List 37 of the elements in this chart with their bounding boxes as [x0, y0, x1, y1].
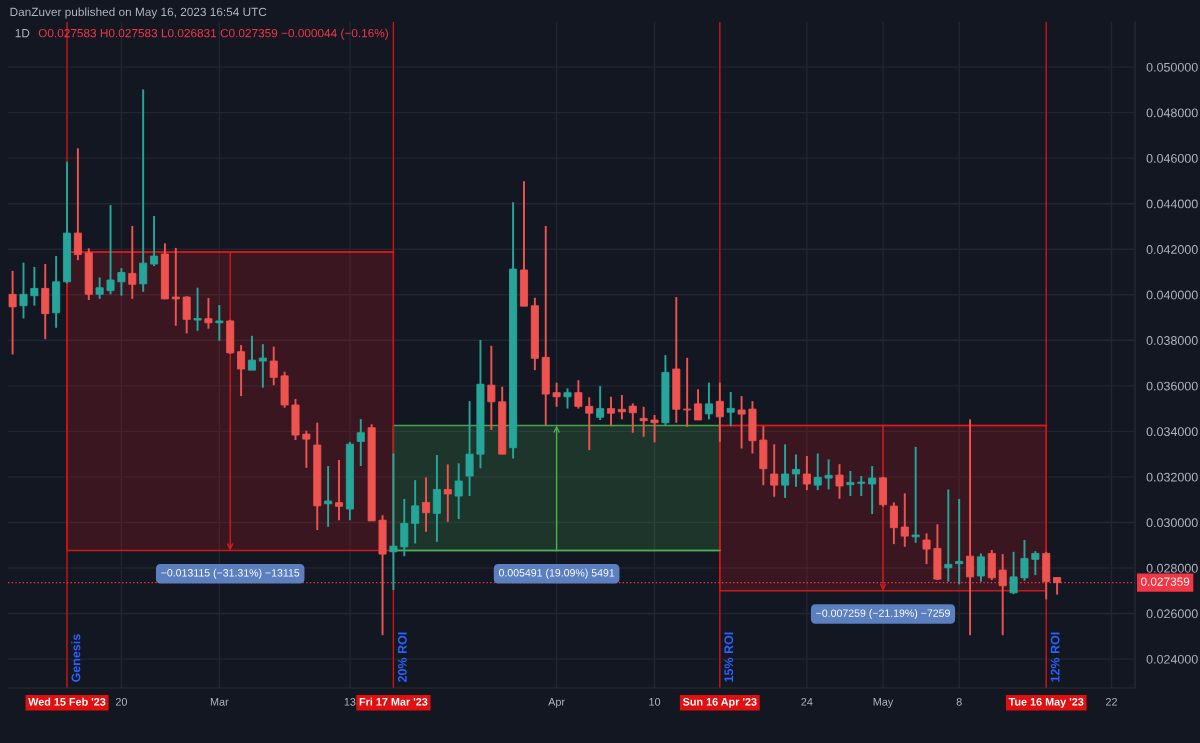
- x-tick-label: May: [873, 698, 894, 708]
- y-tick-label: 0.046000: [1146, 153, 1198, 163]
- ref-line-label: 0.027359: [1141, 577, 1190, 586]
- ref-line-label: 15% ROI: [724, 632, 734, 682]
- x-tick-label: 8: [956, 698, 962, 706]
- x-tick-label: Mar: [210, 698, 229, 706]
- ref-line-label: Genesis: [71, 634, 81, 682]
- y-tick-label: 0.048000: [1146, 108, 1198, 118]
- y-tick-label: 0.034000: [1146, 427, 1198, 437]
- x-tick-label: 22: [1106, 698, 1117, 706]
- annotation: −0.007259 (−21.19%) −7259: [816, 609, 950, 619]
- y-tick-label: 0.040000: [1146, 290, 1198, 300]
- x-tick-label: Sun 16 Apr '23: [682, 698, 757, 708]
- y-tick-label: 0.036000: [1146, 381, 1198, 391]
- x-tick-label: 13: [344, 698, 356, 706]
- y-tick-label: 0.044000: [1146, 199, 1198, 209]
- x-tick-label: Apr: [548, 698, 565, 708]
- y-tick-label: 0.030000: [1146, 518, 1198, 528]
- text: DanZuver published on May 16, 2023 16:54 UTC: [10, 7, 267, 19]
- x-tick-label: 24: [801, 698, 813, 706]
- y-tick-label: 0.032000: [1146, 472, 1198, 482]
- x-tick-label: 20: [115, 698, 128, 706]
- annotation: 0.005491 (19.09%) 5491: [498, 568, 615, 579]
- x-tick-label: Wed 15 Feb '23: [28, 697, 106, 706]
- y-tick-label: 0.038000: [1146, 336, 1198, 345]
- y-tick-label: 0.024000: [1146, 654, 1198, 664]
- ref-line-label: 12% ROI: [1050, 632, 1060, 682]
- y-tick-label: 0.050000: [1146, 62, 1198, 72]
- annotation: −0.013115 (−31.31%) −13115: [161, 568, 300, 579]
- y-tick-label: 0.026000: [1146, 609, 1198, 619]
- x-tick-label: 10: [649, 698, 661, 706]
- chart-title: 1D: [15, 29, 30, 38]
- y-tick-label: 0.028000: [1146, 563, 1198, 573]
- y-tick-label: 0.042000: [1146, 245, 1198, 254]
- ref-line-label: 20% ROI: [397, 632, 407, 683]
- x-tick-label: Tue 16 May '23: [1008, 698, 1084, 708]
- x-tick-label: Fri 17 Mar '23: [359, 697, 428, 706]
